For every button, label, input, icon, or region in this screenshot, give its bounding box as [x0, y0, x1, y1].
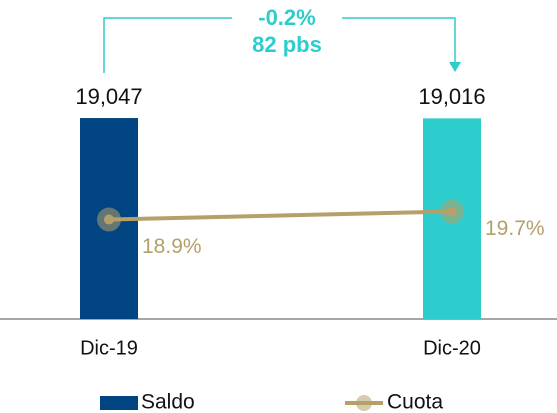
bar-value-label: 19,047 [75, 84, 142, 109]
line-value-label: 19.7% [485, 217, 545, 240]
line-marker-core [447, 206, 457, 217]
annotation: -0.2% [258, 5, 315, 30]
annotation-arrow [449, 62, 461, 72]
annotation: 82 pbs [252, 32, 322, 57]
x-tick-label: Dic-20 [423, 337, 481, 359]
line-value-label: 18.9% [142, 235, 202, 258]
x-tick-label: Dic-19 [80, 337, 138, 359]
legend-label: Saldo [141, 391, 195, 413]
line [108, 209, 453, 222]
legend-label: Cuota [387, 391, 443, 413]
annotation-bg [232, 4, 342, 62]
legend-marker [356, 395, 372, 411]
bar-value-label: 19,016 [418, 84, 485, 109]
legend-swatch [100, 396, 138, 410]
line-marker-core [104, 214, 114, 225]
